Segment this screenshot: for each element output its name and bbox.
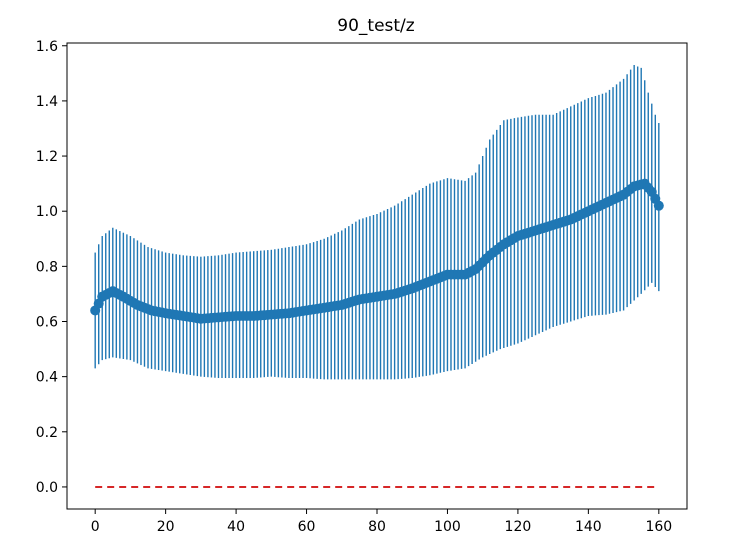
- y-tick-label: 1.4: [36, 94, 58, 110]
- x-tick-label: 40: [227, 519, 245, 535]
- y-tick-label: 0.6: [36, 314, 58, 330]
- mean-markers: [90, 178, 664, 324]
- x-tick-label: 60: [298, 519, 316, 535]
- y-tick-label: 1.0: [36, 204, 58, 220]
- y-tick-label: 1.2: [36, 149, 58, 165]
- x-axis: 0 20 40 60 80 100 120 140 160: [91, 509, 672, 535]
- x-tick-label: 140: [575, 519, 602, 535]
- y-tick-label: 0.8: [36, 259, 58, 275]
- x-tick-label: 20: [157, 519, 175, 535]
- y-tick-label: 0.2: [36, 425, 58, 441]
- y-axis: 0.0 0.2 0.4 0.6 0.8 1.0 1.2 1.4 1.6: [36, 39, 67, 496]
- y-tick-label: 0.0: [36, 480, 58, 496]
- x-tick-label: 120: [505, 519, 532, 535]
- y-tick-label: 1.6: [36, 39, 58, 55]
- mean-point: [653, 200, 664, 211]
- x-tick-label: 80: [368, 519, 386, 535]
- x-tick-label: 160: [645, 519, 672, 535]
- x-tick-label: 0: [91, 519, 100, 535]
- chart-title: 90_test/z: [337, 16, 415, 36]
- x-tick-label: 100: [434, 519, 461, 535]
- y-tick-label: 0.4: [36, 370, 58, 386]
